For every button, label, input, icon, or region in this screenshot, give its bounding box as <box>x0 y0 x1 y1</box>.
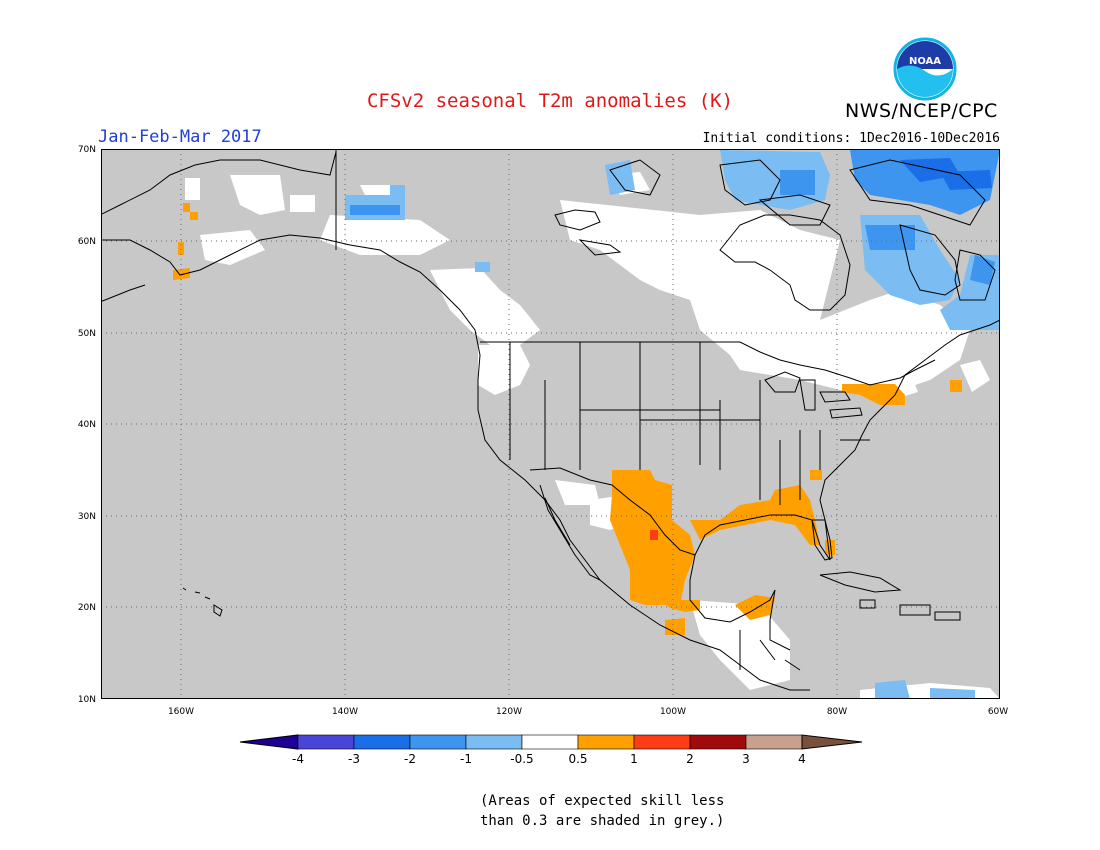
svg-text:NOAA: NOAA <box>909 56 941 67</box>
lon-label: 60W <box>988 707 1008 717</box>
colorbar-label: 4 <box>798 752 806 766</box>
colorbar-label: -1 <box>460 752 472 766</box>
map-title: CFSv2 seasonal T2m anomalies (K) <box>366 90 734 112</box>
colorbar: -4 -3 -2 -1 -0.5 0.5 1 2 3 4 <box>239 734 863 766</box>
skill-note: (Areas of expected skill less than 0.3 a… <box>480 791 724 831</box>
skill-note-line: than 0.3 are shaded in grey.) <box>480 813 725 829</box>
lon-axis-labels: 160W 140W 120W 100W 80W 60W <box>168 707 1008 717</box>
lon-label: 140W <box>332 707 358 717</box>
lat-label: 60N <box>78 237 96 247</box>
lat-label: 40N <box>78 420 96 430</box>
colorbar-label: -0.5 <box>510 752 533 766</box>
lon-label: 120W <box>496 707 522 717</box>
colorbar-swatch <box>689 734 747 750</box>
lon-label: 160W <box>168 707 194 717</box>
forecast-period: Jan-Feb-Mar 2017 <box>98 127 262 147</box>
colorbar-swatch <box>521 734 579 750</box>
colorbar-swatch <box>633 734 691 750</box>
lat-label: 10N <box>78 695 96 705</box>
colorbar-labels: -4 -3 -2 -1 -0.5 0.5 1 2 3 4 <box>292 752 806 766</box>
colorbar-max-arrow <box>801 734 863 750</box>
noaa-logo: NOAA <box>893 37 957 101</box>
colorbar-label: -3 <box>348 752 360 766</box>
very-cold-regions <box>900 158 992 190</box>
colorbar-label: -4 <box>292 752 304 766</box>
lat-label: 30N <box>78 512 96 522</box>
map-area <box>101 149 1000 699</box>
colorbar-swatches <box>239 734 863 750</box>
colorbar-label: 1 <box>630 752 638 766</box>
colorbar-swatch <box>297 734 355 750</box>
lon-label: 100W <box>660 707 686 717</box>
colorbar-swatch <box>465 734 523 750</box>
colorbar-swatch <box>745 734 803 750</box>
colorbar-label: -2 <box>404 752 416 766</box>
colorbar-swatch <box>409 734 467 750</box>
hot-regions <box>650 530 658 540</box>
lon-label: 80W <box>827 707 847 717</box>
graticule <box>101 149 1000 699</box>
cold-regions <box>350 150 1000 285</box>
colorbar-min-arrow <box>239 734 299 750</box>
organization-label: NWS/NCEP/CPC <box>845 100 998 122</box>
lat-label: 20N <box>78 603 96 613</box>
lat-label: 70N <box>78 145 96 155</box>
lat-label: 50N <box>78 329 96 339</box>
colorbar-label: 2 <box>686 752 694 766</box>
initial-conditions: Initial conditions: 1Dec2016-10Dec2016 <box>702 131 1000 146</box>
colorbar-swatch <box>353 734 411 750</box>
political-boundaries <box>335 150 936 671</box>
coastlines <box>101 151 1000 691</box>
colorbar-label: 3 <box>742 752 750 766</box>
colorbar-label: 0.5 <box>568 752 587 766</box>
lat-axis-labels: 70N 60N 50N 40N 30N 20N 10N <box>78 145 96 705</box>
skill-note-line: (Areas of expected skill less <box>480 793 725 809</box>
colorbar-swatch <box>577 734 635 750</box>
